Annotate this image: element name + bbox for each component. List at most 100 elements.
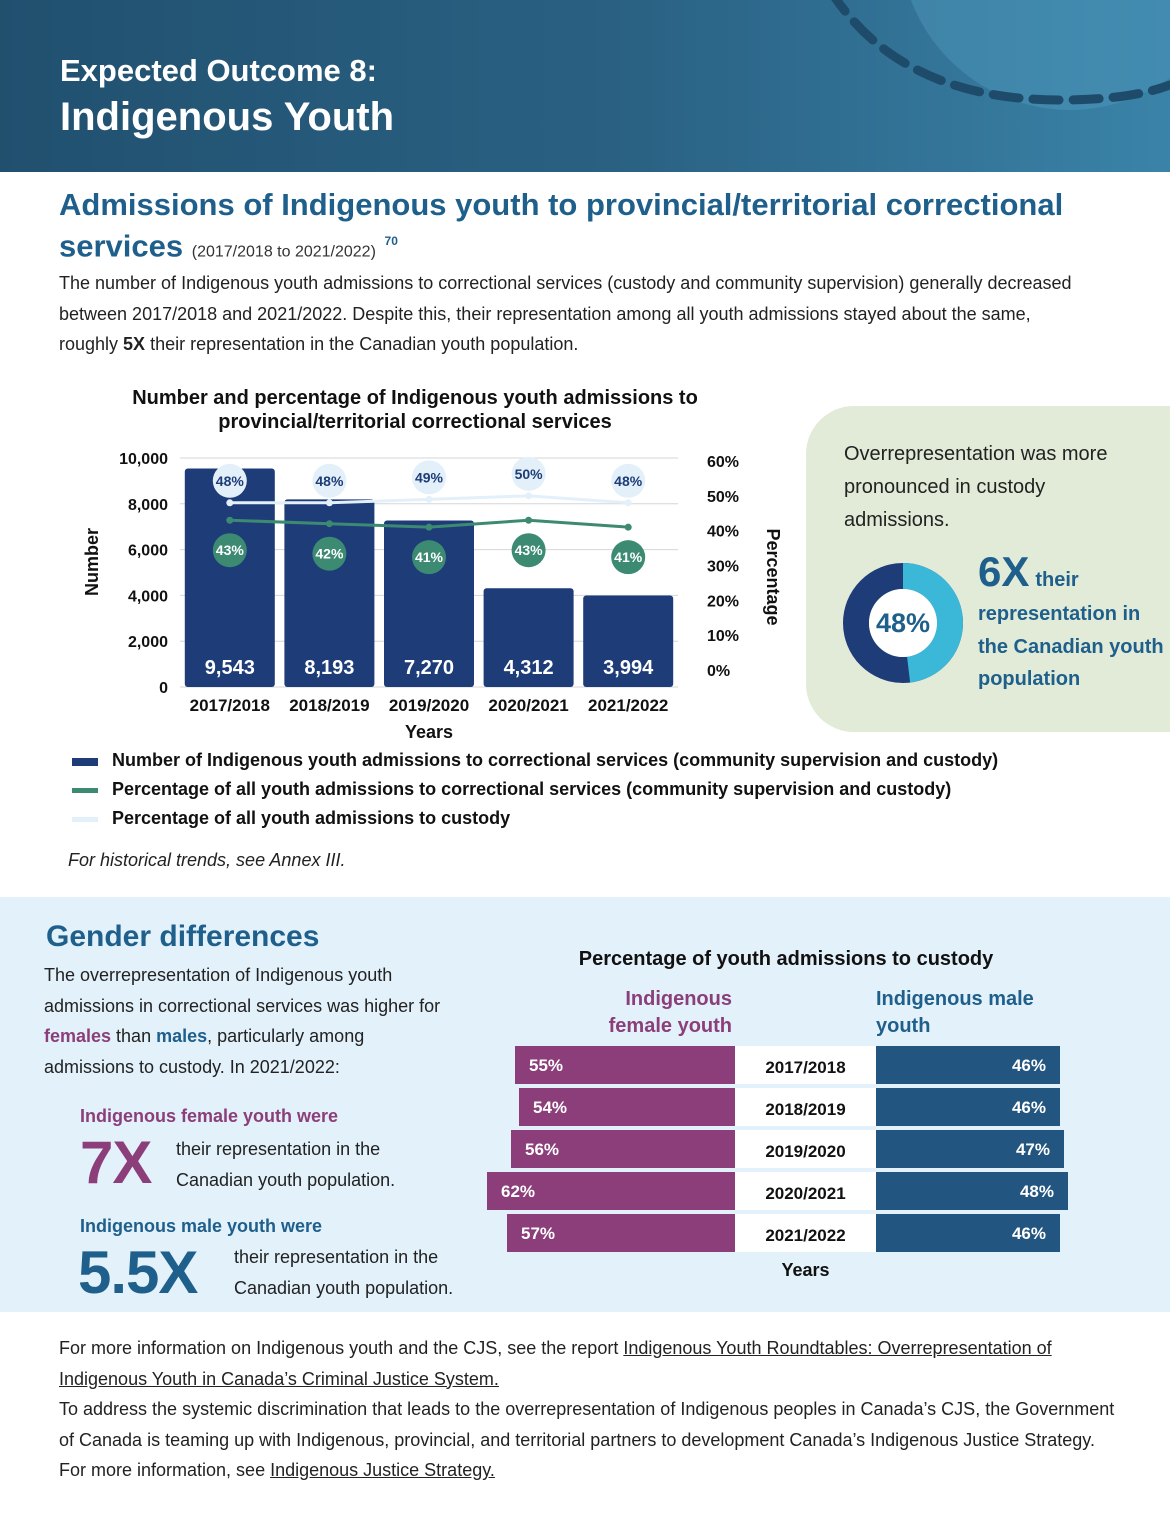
- series-data-label: 43%: [216, 542, 245, 558]
- male-bar: [876, 1088, 1060, 1126]
- callout-multiplier-value: 6X: [978, 548, 1030, 595]
- y-tick-label: 4,000: [128, 588, 168, 605]
- year-cell: [735, 1172, 876, 1210]
- year-label: 2021/2022: [765, 1226, 845, 1245]
- series-point: [226, 499, 234, 507]
- gender-chart-title: Percentage of youth admissions to custod…: [578, 948, 994, 970]
- footer-paragraph-2: To address the systemic discrimination t…: [59, 1394, 1119, 1486]
- series-point: [624, 499, 632, 507]
- series-point: [325, 520, 333, 528]
- section-title-range: (2017/2018 to 2021/2022): [191, 243, 376, 261]
- series-data-label: 42%: [315, 546, 344, 562]
- female-multiplier: 7X: [80, 1129, 152, 1196]
- gender-custody-chart: 55% 2017/2018 46% 54% 2018/2019 46% 56% 2019/20…: [487, 1046, 1068, 1280]
- series-label-bubble: [412, 460, 446, 495]
- header-kicker: Expected Outcome 8:: [60, 53, 377, 88]
- series-point: [226, 516, 234, 524]
- chart-title: Number and percentage of Indigenous yout…: [132, 387, 698, 433]
- section-title-text: Admissions of Indigenous youth to provin…: [59, 187, 1064, 264]
- female-bar: [511, 1130, 735, 1168]
- x-tick-label: 2018/2019: [289, 696, 369, 715]
- donut-hole: [869, 589, 937, 657]
- male-bar: [876, 1172, 1068, 1210]
- female-bar-label: 56%: [525, 1140, 559, 1159]
- bar: [184, 468, 275, 687]
- year-label: 2019/2020: [765, 1142, 845, 1161]
- legend-swatch-green-line: [72, 788, 98, 793]
- x-tick-label: 2017/2018: [190, 696, 270, 715]
- legend-label: Number of Indigenous youth admissions to…: [112, 750, 999, 770]
- y-tick-label: 10,000: [119, 451, 168, 468]
- male-bar-label: 46%: [1012, 1056, 1046, 1075]
- series-point: [525, 492, 533, 500]
- female-bar: [519, 1088, 735, 1126]
- series-data-label: 43%: [515, 542, 544, 558]
- series-data-label: 50%: [515, 466, 544, 482]
- page-header: Expected Outcome 8: Indigenous Youth: [0, 0, 1170, 172]
- y2-tick-label: 20%: [707, 593, 739, 610]
- bar: [583, 595, 674, 687]
- roundtables-report-link[interactable]: Indigenous Youth Roundtables: Overrepres…: [59, 1338, 1052, 1389]
- footer-text: For more information on Indigenous youth…: [59, 1333, 1119, 1486]
- callout-multiplier-suffix: their: [1035, 569, 1079, 591]
- legend-label: Percentage of all youth admissions to cu…: [112, 808, 511, 828]
- legend-swatch-light-line: [72, 817, 98, 822]
- year-label: 2018/2019: [765, 1100, 845, 1119]
- x-tick-label: 2020/2021: [488, 696, 568, 715]
- series-label-bubble: [212, 533, 247, 568]
- legend-item-percentage-correctional: Percentage of all youth admissions to co…: [72, 779, 1072, 803]
- male-bar: [876, 1130, 1064, 1168]
- series-point: [325, 499, 333, 507]
- female-bar: [487, 1172, 735, 1210]
- donut-label: 48%: [876, 608, 930, 638]
- series-label-bubble: [312, 463, 347, 498]
- female-description: their representation in the Canadian you…: [176, 1139, 396, 1190]
- male-heading: Indigenous male youth were: [80, 1216, 323, 1236]
- bar-value-label: 9,543: [205, 657, 255, 679]
- bar: [483, 588, 574, 687]
- series-point: [425, 495, 433, 503]
- male-bar-label: 47%: [1016, 1140, 1050, 1159]
- series-data-label: 41%: [415, 549, 444, 565]
- y2-tick-label: 10%: [707, 628, 739, 645]
- male-bar-label: 48%: [1020, 1182, 1054, 1201]
- donut-chart: 48%: [843, 563, 963, 683]
- y-axis-title: Number: [82, 528, 102, 596]
- series-point: [425, 523, 433, 531]
- section-title: Admissions of Indigenous youth to provin…: [59, 186, 1119, 270]
- male-bar: [876, 1214, 1060, 1252]
- series-label-bubble: [511, 533, 546, 568]
- series-data-label: 48%: [614, 473, 643, 489]
- bar: [384, 520, 474, 687]
- header-title: Indigenous Youth: [60, 95, 395, 139]
- bar-value-label: 7,270: [404, 657, 454, 679]
- series-label-bubble: [312, 536, 347, 571]
- legend-item-percentage-custody: Percentage of all youth admissions to cu…: [72, 808, 1072, 832]
- female-bar-label: 62%: [501, 1182, 535, 1201]
- bar-value-label: 4,312: [504, 657, 554, 679]
- x-axis-title: Years: [405, 722, 453, 742]
- year-label: 2020/2021: [765, 1184, 845, 1203]
- year-cell: [735, 1088, 876, 1126]
- male-bar: [876, 1046, 1060, 1084]
- y2-tick-label: 0%: [707, 663, 730, 680]
- female-heading: Indigenous female youth were: [80, 1106, 339, 1126]
- justice-strategy-link[interactable]: Indigenous Justice Strategy.: [270, 1460, 495, 1480]
- bar-value-label: 8,193: [304, 657, 354, 679]
- female-bar: [515, 1046, 735, 1084]
- gender-section-title: Gender differences: [46, 920, 320, 953]
- callout-representation-text: representation in the Canadian youth pop…: [978, 603, 1164, 690]
- female-bar: [507, 1214, 735, 1252]
- series-data-label: 48%: [216, 473, 245, 489]
- y2-tick-label: 40%: [707, 524, 739, 541]
- y-tick-label: 8,000: [128, 497, 168, 514]
- female-word: females: [44, 1026, 112, 1046]
- male-multiplier: 5.5X: [78, 1239, 198, 1306]
- female-bar-label: 55%: [529, 1056, 563, 1075]
- series-point: [624, 523, 632, 531]
- intro-text-end: their representation in the Canadian you…: [145, 334, 579, 354]
- intro-paragraph: The number of Indigenous youth admission…: [59, 268, 1089, 360]
- footnote-ref[interactable]: 70: [384, 234, 398, 248]
- year-label: 2017/2018: [765, 1058, 845, 1077]
- gender-x-axis-title: Years: [781, 1260, 829, 1280]
